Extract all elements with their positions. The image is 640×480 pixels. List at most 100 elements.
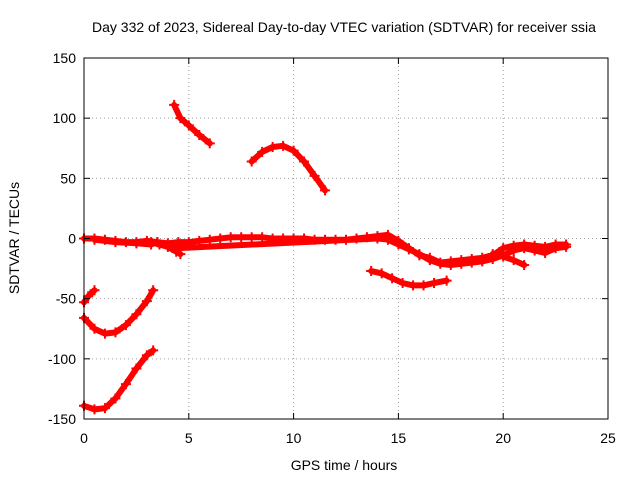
data-point-marker [154, 239, 165, 250]
series-low-arc-c [79, 345, 159, 415]
data-point-marker [146, 237, 157, 248]
data-point-marker [89, 404, 100, 415]
y-tick-label: 100 [53, 110, 77, 126]
data-point-marker [418, 280, 429, 291]
data-point-marker [162, 241, 173, 252]
data-point-marker [445, 259, 456, 270]
series-line [489, 251, 528, 268]
data-point-marker [131, 309, 142, 320]
data-point-marker [246, 232, 257, 243]
data-point-marker [89, 285, 100, 296]
data-point-marker [120, 379, 131, 390]
data-point-marker [204, 138, 215, 149]
data-point-marker [131, 363, 142, 374]
data-point-marker [456, 258, 467, 269]
data-point-marker [257, 146, 268, 157]
series-low-arc-b [79, 285, 159, 339]
data-point-marker [382, 234, 393, 245]
x-tick-label: 15 [391, 430, 407, 446]
data-point-marker [204, 234, 215, 245]
data-point-marker [487, 249, 498, 260]
y-tick-label: 50 [60, 170, 76, 186]
data-point-marker [225, 232, 236, 243]
x-axis-title: GPS time / hours [291, 457, 398, 473]
axis-ticks: 0 5 10 15 20 25 -150 -100 -50 0 50 100 150 [48, 50, 616, 446]
data-point-marker [309, 170, 320, 181]
series-main-zero-band [79, 229, 572, 268]
x-tick-label: 10 [286, 430, 302, 446]
data-series [79, 99, 572, 415]
data-point-marker [183, 120, 194, 131]
data-point-marker [236, 232, 247, 243]
data-point-marker [267, 142, 278, 153]
data-point-marker [498, 251, 509, 262]
series-low-arc-a [79, 285, 100, 308]
data-point-marker [89, 234, 100, 245]
data-point-marker [110, 327, 121, 338]
data-point-marker [110, 393, 121, 404]
data-point-marker [194, 130, 205, 141]
x-tick-label: 5 [185, 430, 193, 446]
data-point-marker [424, 255, 435, 266]
chart-title: Day 332 of 2023, Sidereal Day-to-day VTE… [92, 19, 596, 35]
data-point-marker [429, 278, 440, 289]
data-point-marker [477, 256, 488, 267]
data-point-marker [393, 239, 404, 250]
data-point-marker [540, 247, 551, 258]
data-point-marker [435, 258, 446, 269]
data-point-marker [508, 255, 519, 266]
data-point-marker [175, 113, 186, 124]
y-tick-label: -50 [56, 291, 76, 307]
data-point-marker [561, 241, 572, 252]
data-point-marker [110, 237, 121, 248]
data-point-marker [466, 257, 477, 268]
data-point-marker [519, 259, 530, 270]
data-point-marker [148, 345, 159, 356]
data-point-marker [550, 243, 561, 254]
data-point-marker [441, 275, 452, 286]
x-tick-label: 25 [600, 430, 616, 446]
data-point-marker [99, 403, 110, 414]
data-point-marker [508, 245, 519, 256]
data-point-marker [83, 291, 94, 302]
y-tick-label: -150 [48, 411, 76, 427]
x-tick-label: 20 [495, 430, 511, 446]
data-point-marker [376, 268, 387, 279]
series-mid-negative-arc [366, 265, 452, 291]
data-point-marker [175, 249, 186, 260]
data-point-marker [519, 243, 530, 254]
data-point-marker [99, 328, 110, 339]
data-point-marker [246, 156, 257, 167]
x-tick-label: 0 [80, 430, 88, 446]
data-point-marker [141, 296, 152, 307]
data-point-marker [257, 232, 268, 243]
data-point-marker [169, 99, 180, 110]
y-axis-title: SDTVAR / TECUs [6, 182, 22, 294]
data-point-marker [141, 350, 152, 361]
y-tick-label: -100 [48, 351, 76, 367]
series-high-arc-a [169, 99, 215, 149]
data-point-marker [131, 238, 142, 249]
data-point-marker [148, 285, 159, 296]
data-point-marker [397, 278, 408, 289]
series-line [81, 347, 157, 413]
series-line [171, 101, 213, 147]
series-high-arc-b [246, 140, 331, 196]
data-point-marker [414, 249, 425, 260]
data-point-marker [403, 244, 414, 255]
data-point-marker [299, 156, 310, 167]
data-point-marker [215, 233, 226, 244]
data-point-marker [288, 145, 299, 156]
data-point-marker [278, 140, 289, 151]
data-point-marker [372, 233, 383, 244]
data-point-marker [387, 273, 398, 284]
data-point-marker [408, 280, 419, 291]
data-point-marker [529, 245, 540, 256]
data-point-marker [366, 265, 377, 276]
series-spread-dip-a [146, 237, 186, 260]
data-point-marker [89, 323, 100, 334]
y-tick-label: 150 [53, 50, 77, 66]
series-spread-dip-b [487, 249, 530, 270]
data-point-marker [320, 185, 331, 196]
